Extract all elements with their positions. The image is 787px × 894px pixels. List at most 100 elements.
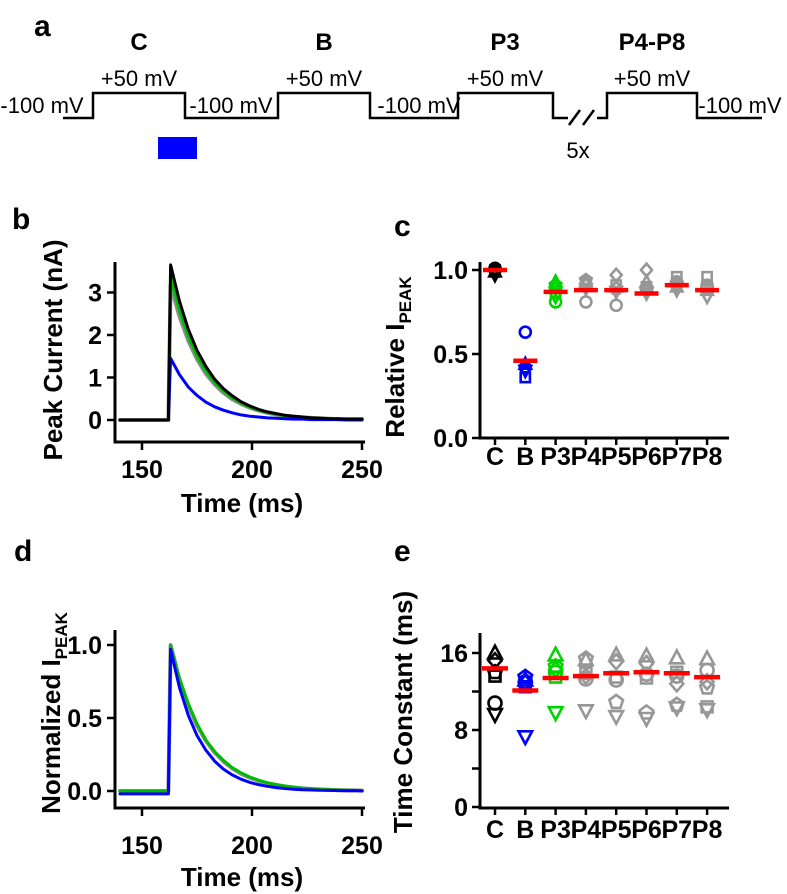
category-label: P4: [571, 816, 602, 844]
marker-pentagon: [698, 678, 716, 695]
step-voltage-label: +50 mV: [467, 66, 544, 91]
panel-d-axes: 0.0 0.5 1.0 150 200 250: [67, 630, 383, 860]
x-tick-label: 250: [341, 832, 383, 860]
y-tick-label: 0: [454, 794, 468, 822]
panel-e-ylabel: Time Constant (ms): [388, 591, 418, 833]
panel-b-ylabel: Peak Current (nA): [38, 239, 68, 460]
category-label: B: [516, 816, 534, 844]
marker-circle: [518, 325, 533, 339]
axes-spine: [113, 630, 365, 810]
marker-diamond: [548, 280, 563, 297]
marker-invtriangle: [637, 711, 656, 729]
panel-e-points: [482, 642, 721, 747]
panel-c-ylabel: Relative IPEAK: [380, 276, 415, 438]
pulse-label-p4p8: P4-P8: [619, 29, 686, 56]
panel-a-protocol: a C B P3 P4-P8 +50 mV +50 mV +50 mV +50 …: [0, 10, 781, 163]
trace-C: [118, 263, 364, 422]
marker-triangle: [698, 648, 717, 666]
panel-c-ylabel-sub: PEAK: [396, 276, 415, 324]
y-tick-label: 16: [440, 640, 468, 668]
axes-spine: [478, 633, 729, 810]
marker-invtriangle: [546, 705, 565, 723]
marker-pentagon: [516, 668, 534, 685]
category-label: P3: [540, 443, 571, 471]
step-voltage-label: +50 mV: [286, 66, 363, 91]
axis-break-icon: [581, 109, 596, 126]
panel-b-traces: [118, 263, 364, 422]
marker-invtriangle: [576, 703, 595, 721]
marker-circle: [487, 695, 503, 711]
marker-diamond: [607, 652, 625, 672]
y-tick-label: 1.0: [433, 257, 468, 285]
panel-e-axes: 0 8 16 C B P3 P4 P5 P6 P7 P8: [440, 633, 729, 844]
trace-B: [118, 647, 364, 796]
marker-invtriangle: [608, 285, 625, 301]
category-label: C: [486, 443, 504, 471]
y-tick-label: 0.5: [433, 341, 468, 369]
panel-c-letter: c: [394, 210, 411, 243]
x-tick-label: 200: [231, 456, 273, 484]
marker-pentagon: [607, 693, 625, 710]
y-tick-label: 1: [88, 365, 102, 393]
category-label: P3: [540, 816, 571, 844]
marker-triangle: [667, 647, 686, 665]
pulse-label-c: C: [130, 29, 147, 56]
category-label: P4: [571, 443, 602, 471]
marker-triangle: [607, 644, 626, 662]
holding-voltage-label: -100 mV: [189, 93, 272, 118]
marker-invtriangle: [516, 729, 535, 747]
marker-circle: [668, 668, 685, 684]
pulse-label-b: B: [315, 29, 332, 56]
holding-voltage-label: -100 mV: [0, 93, 83, 118]
marker-invtriangle: [486, 707, 504, 725]
panel-b-letter: b: [12, 203, 30, 236]
panel-e-chart: e Time Constant (ms) 0 8 16 C B P3 P4 P5 P6 P7 P8: [388, 535, 729, 844]
category-label: P5: [601, 443, 632, 471]
category-label: P8: [692, 443, 723, 471]
category-label: P8: [692, 816, 723, 844]
category-label: P7: [662, 816, 693, 844]
marker-invtriangle: [667, 701, 686, 718]
panel-c-ylabel-main: Relative I: [380, 324, 410, 438]
trace-P3: [118, 644, 364, 793]
panel-d-xlabel: Time (ms): [181, 862, 303, 892]
panel-d-letter: d: [14, 535, 32, 568]
panel-d-chart: d Normalized IPEAK Time (ms) 0.0 0.5 1.0 15…: [14, 535, 383, 892]
y-tick-label: 0.5: [67, 705, 102, 733]
category-label: C: [486, 816, 504, 844]
marker-triangle: [486, 642, 504, 660]
repeat-count-label: 5x: [566, 138, 589, 163]
panel-e-letter: e: [394, 535, 411, 568]
panel-d-traces: [118, 643, 364, 796]
category-label: P5: [601, 816, 632, 844]
panel-d-ylabel: Normalized IPEAK: [36, 611, 71, 814]
marker-triangle: [637, 645, 656, 663]
pulse-label-p3: P3: [490, 29, 519, 56]
x-tick-label: 200: [231, 832, 273, 860]
marker-pentagon: [638, 703, 655, 720]
panel-c-chart: c Relative IPEAK 0.0 0.5 1.0 C B P3 P4 P5 P6 P7 P8: [380, 210, 729, 471]
marker-pentagon: [608, 280, 624, 295]
marker-invtriangle: [698, 702, 717, 720]
y-tick-label: 1.0: [67, 632, 102, 660]
trace-P3: [118, 276, 364, 422]
y-tick-label: 3: [88, 280, 102, 308]
category-label: P7: [662, 443, 693, 471]
marker-circle: [548, 295, 563, 309]
x-tick-label: 250: [341, 456, 383, 484]
trace-P4-P8: [118, 282, 364, 422]
panel-c-axes: 0.0 0.5 1.0 C B P3 P4 P5 P6 P7 P8: [433, 257, 729, 471]
category-label: P6: [631, 443, 662, 471]
marker-triangle: [576, 649, 595, 667]
marker-circle: [579, 295, 593, 309]
panel-c-points: [483, 261, 720, 384]
marker-square: [519, 371, 532, 384]
y-tick-label: 2: [88, 322, 102, 350]
marker-circle: [609, 298, 624, 313]
step-voltage-label: +50 mV: [101, 66, 178, 91]
axes-spine: [113, 262, 365, 444]
panel-b-chart: b Peak Current (nA) Time (ms) 0 1 2 3 150 200…: [12, 203, 383, 518]
trace-B: [118, 356, 364, 422]
